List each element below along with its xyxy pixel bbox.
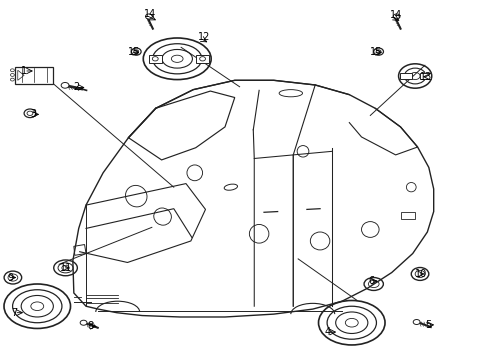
Text: 13: 13 (419, 72, 431, 82)
Circle shape (373, 48, 383, 55)
Circle shape (392, 14, 399, 19)
Text: 10: 10 (414, 269, 427, 279)
Text: 1: 1 (21, 66, 27, 76)
Ellipse shape (224, 184, 237, 190)
Circle shape (80, 320, 87, 325)
Text: 8: 8 (87, 321, 93, 331)
FancyBboxPatch shape (419, 73, 430, 79)
Circle shape (10, 69, 14, 72)
Circle shape (10, 73, 14, 76)
Text: 4: 4 (324, 327, 330, 337)
Circle shape (24, 109, 36, 118)
Ellipse shape (345, 319, 358, 327)
Circle shape (131, 48, 141, 55)
Circle shape (145, 14, 152, 19)
Ellipse shape (31, 302, 43, 311)
FancyBboxPatch shape (15, 67, 53, 84)
Text: 11: 11 (60, 263, 72, 273)
Circle shape (412, 319, 419, 324)
Text: 14: 14 (144, 9, 156, 19)
Circle shape (199, 57, 205, 61)
Ellipse shape (171, 55, 183, 62)
Text: 9: 9 (7, 273, 13, 283)
FancyBboxPatch shape (149, 55, 161, 63)
Text: 7: 7 (11, 308, 18, 318)
Text: 5: 5 (424, 320, 430, 330)
Text: 15: 15 (369, 47, 382, 57)
FancyBboxPatch shape (399, 73, 411, 79)
Text: 2: 2 (73, 82, 79, 93)
Circle shape (10, 78, 14, 81)
Text: 6: 6 (367, 276, 374, 286)
FancyBboxPatch shape (196, 55, 208, 63)
Text: 3: 3 (30, 109, 36, 120)
Text: 15: 15 (127, 47, 140, 57)
Text: 14: 14 (389, 10, 401, 20)
Circle shape (152, 57, 158, 61)
Circle shape (61, 82, 69, 88)
Text: 12: 12 (197, 32, 210, 41)
